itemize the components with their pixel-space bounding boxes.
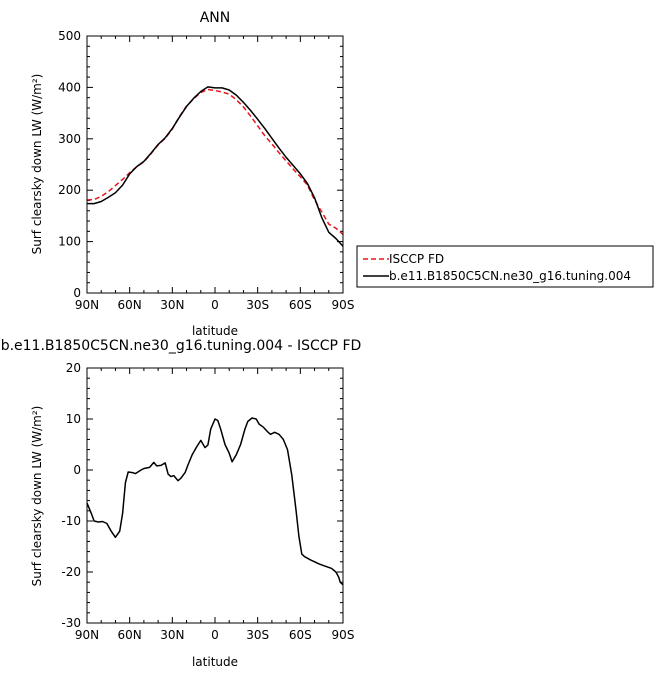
y-tick-label: 10 <box>66 412 81 426</box>
panel-top-xlabel: latitude <box>192 324 238 338</box>
legend-box <box>356 245 654 288</box>
x-tick-label: 60S <box>289 628 312 642</box>
x-tick-label: 60S <box>289 298 312 312</box>
y-tick-label: 0 <box>73 463 81 477</box>
x-tick-label: 90N <box>75 628 99 642</box>
y-tick-label: 200 <box>58 183 81 197</box>
y-tick-label: -20 <box>61 565 81 579</box>
panel-top-frame <box>86 35 344 294</box>
y-tick-label: -10 <box>61 514 81 528</box>
x-tick-label: 90S <box>332 298 355 312</box>
y-tick-label: 0 <box>73 286 81 300</box>
y-tick-label: 100 <box>58 235 81 249</box>
y-tick-label: 500 <box>58 29 81 43</box>
panel-bottom-frame <box>86 367 344 624</box>
series-line-model <box>87 86 344 247</box>
x-tick-label: 60N <box>118 628 142 642</box>
x-tick-label: 0 <box>211 298 219 312</box>
panel-top-ylabel: Surf clearsky down LW (W/m²) <box>30 74 44 255</box>
panel-top-title: ANN <box>200 10 231 26</box>
y-tick-label: -30 <box>61 616 81 630</box>
panel-bottom-xlabel: latitude <box>192 655 238 669</box>
x-tick-label: 90N <box>75 298 99 312</box>
panel-top: ANN 90N 60N 30N 0 30S 60S 90S0100200300400500 … <box>30 10 654 338</box>
x-tick-label: 60N <box>118 298 142 312</box>
legend-label-model: b.e11.B1850C5CN.ne30_g16.tuning.004 <box>389 269 631 283</box>
series-line-isccp <box>86 88 344 235</box>
legend-label-isccp: ISCCP FD <box>389 252 444 266</box>
y-tick-label: 300 <box>58 132 81 146</box>
panel-bottom-ylabel: Surf clearsky down LW (W/m²) <box>30 406 44 587</box>
x-tick-label: 30N <box>160 628 184 642</box>
legend: ISCCP FD b.e11.B1850C5CN.ne30_g16.tuning… <box>356 245 654 288</box>
panel-top-ticks: 90N 60N 30N 0 30S 60S 90S 0 100 200 300 400 500 <box>58 29 354 312</box>
panel-bottom-title: b.e11.B1850C5CN.ne30_g16.tuning.004 - IS… <box>1 338 362 354</box>
x-tick-label: 30S <box>246 628 269 642</box>
x-tick-label: 30N <box>160 298 184 312</box>
x-tick-label: 30S <box>246 298 269 312</box>
panel-bottom-series <box>86 417 344 586</box>
panel-bottom-ticks: 90N 60N 30N 0 30S 60S 90S -30 -20 -10 0 10 20 <box>61 361 354 642</box>
panel-bottom: b.e11.B1850C5CN.ne30_g16.tuning.004 - IS… <box>1 338 362 669</box>
x-tick-label: 90S <box>332 628 355 642</box>
x-tick-label: 0 <box>211 628 219 642</box>
series-line-model <box>86 417 344 586</box>
y-tick-label: 400 <box>58 80 81 94</box>
y-tick-label: 20 <box>66 361 81 375</box>
panel-top-series <box>86 86 344 247</box>
